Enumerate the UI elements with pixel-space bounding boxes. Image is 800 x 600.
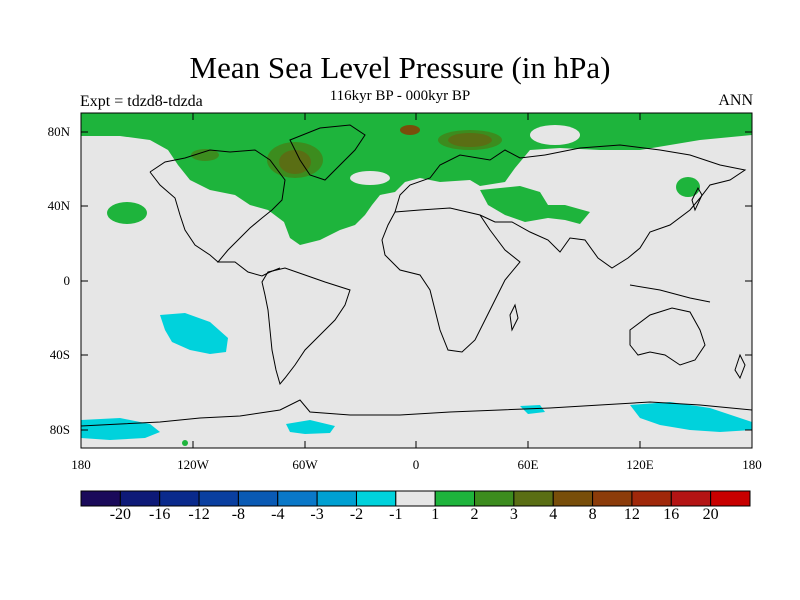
coastline-south-america [261, 267, 351, 386]
colorbar-label: 2 [470, 506, 479, 523]
colorbar-swatch [159, 490, 200, 507]
negative-anomaly-region [630, 402, 752, 432]
positive-anomaly-region [107, 202, 147, 224]
colorbar-swatch [80, 490, 121, 507]
season-label: ANN [718, 92, 753, 109]
negative-anomaly-region [286, 420, 335, 434]
coastline-australia [629, 307, 706, 366]
lat-ticks [81, 131, 752, 431]
negative-anomaly-region [81, 418, 160, 440]
coastline-indonesia [629, 284, 711, 303]
colorbar-label: 16 [663, 506, 680, 523]
experiment-label: Expt = tdzd8-tdzda [80, 93, 203, 110]
lon-label-120w: 120W [177, 457, 209, 472]
colorbar-label: -12 [188, 506, 210, 523]
colorbar-swatch [513, 490, 554, 507]
coastline-greenland [289, 124, 366, 181]
colorbar-label: -3 [310, 506, 324, 523]
colorbar-label: 12 [623, 506, 640, 523]
colorbar-label: 3 [509, 506, 518, 523]
coastline-africa [381, 207, 521, 353]
lat-label-40n: 40N [47, 198, 70, 213]
colorbar-label: 20 [702, 506, 719, 523]
positive-anomaly-region [676, 177, 700, 197]
lon-ticks [80, 113, 753, 448]
negative-anomaly-region [520, 405, 545, 414]
lon-label-120e: 120E [626, 457, 654, 472]
lon-label-180w: 180 [71, 457, 91, 472]
lon-label-60w: 60W [292, 457, 318, 472]
neutral-patch [350, 171, 390, 185]
positive-anomaly-region [480, 186, 590, 224]
colorbar-label: -8 [231, 506, 246, 523]
colorbar-label: 8 [588, 506, 597, 523]
colorbar-label: -2 [349, 506, 364, 523]
colorbar-swatch [277, 490, 318, 507]
colorbar-swatch [631, 490, 672, 507]
colorbar-swatch [119, 490, 161, 507]
colorbar [80, 490, 751, 507]
coastline-madagascar [509, 303, 519, 332]
coastline-asia [479, 144, 747, 269]
coastline-north-america [149, 149, 286, 277]
lon-label-60e: 60E [517, 457, 539, 472]
coastline-europe [394, 149, 546, 213]
colorbar-swatch [316, 490, 357, 507]
colorbar-swatch [552, 490, 594, 507]
strong-positive-anomaly [448, 133, 492, 147]
colorbar-label: -1 [389, 506, 403, 523]
positive-anomaly-region [81, 113, 752, 245]
lat-label-0: 0 [63, 273, 71, 288]
colorbar-label: -16 [149, 506, 171, 523]
lat-label-40s: 40S [49, 347, 70, 362]
coastline-new-zealand [734, 353, 746, 380]
colorbar-swatch [198, 490, 239, 507]
map-title: Mean Sea Level Pressure (in hPa) [189, 50, 611, 85]
lat-label-80n: 80N [47, 124, 70, 139]
colorbar-label: -4 [271, 506, 285, 523]
colorbar-swatch [474, 490, 515, 507]
neutral-patch [530, 125, 580, 145]
lon-label-0: 0 [412, 457, 420, 472]
colorbar-label: 1 [431, 506, 440, 523]
anomaly-fields [81, 113, 752, 446]
strong-positive-anomaly [279, 150, 311, 174]
colorbar-swatch [592, 490, 633, 507]
lat-label-80s: 80S [49, 422, 70, 437]
colorbar-swatch [237, 490, 279, 507]
coastline-north-america [149, 171, 219, 263]
map-subtitle: 116kyr BP - 000kyr BP [329, 88, 471, 104]
coastline-antarctica [81, 399, 752, 427]
colorbar-label: 4 [549, 506, 558, 523]
colorbar-swatch [395, 490, 436, 507]
negative-anomaly-region [160, 313, 228, 354]
colorbar-swatch [434, 490, 476, 507]
coastlines [81, 124, 752, 427]
strong-positive-anomaly [400, 125, 420, 135]
colorbar-label: -20 [109, 506, 132, 523]
strong-positive-anomaly [191, 149, 219, 161]
positive-anomaly-region [182, 440, 188, 446]
colorbar-swatch [355, 490, 397, 507]
colorbar-swatch [670, 490, 712, 507]
lon-label-180e: 180 [742, 457, 762, 472]
colorbar-swatch [710, 490, 751, 507]
coastline-japan [691, 186, 703, 212]
